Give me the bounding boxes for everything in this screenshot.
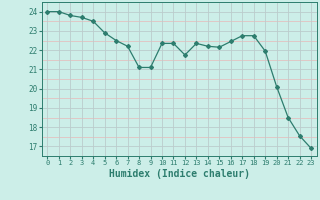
- X-axis label: Humidex (Indice chaleur): Humidex (Indice chaleur): [109, 169, 250, 179]
